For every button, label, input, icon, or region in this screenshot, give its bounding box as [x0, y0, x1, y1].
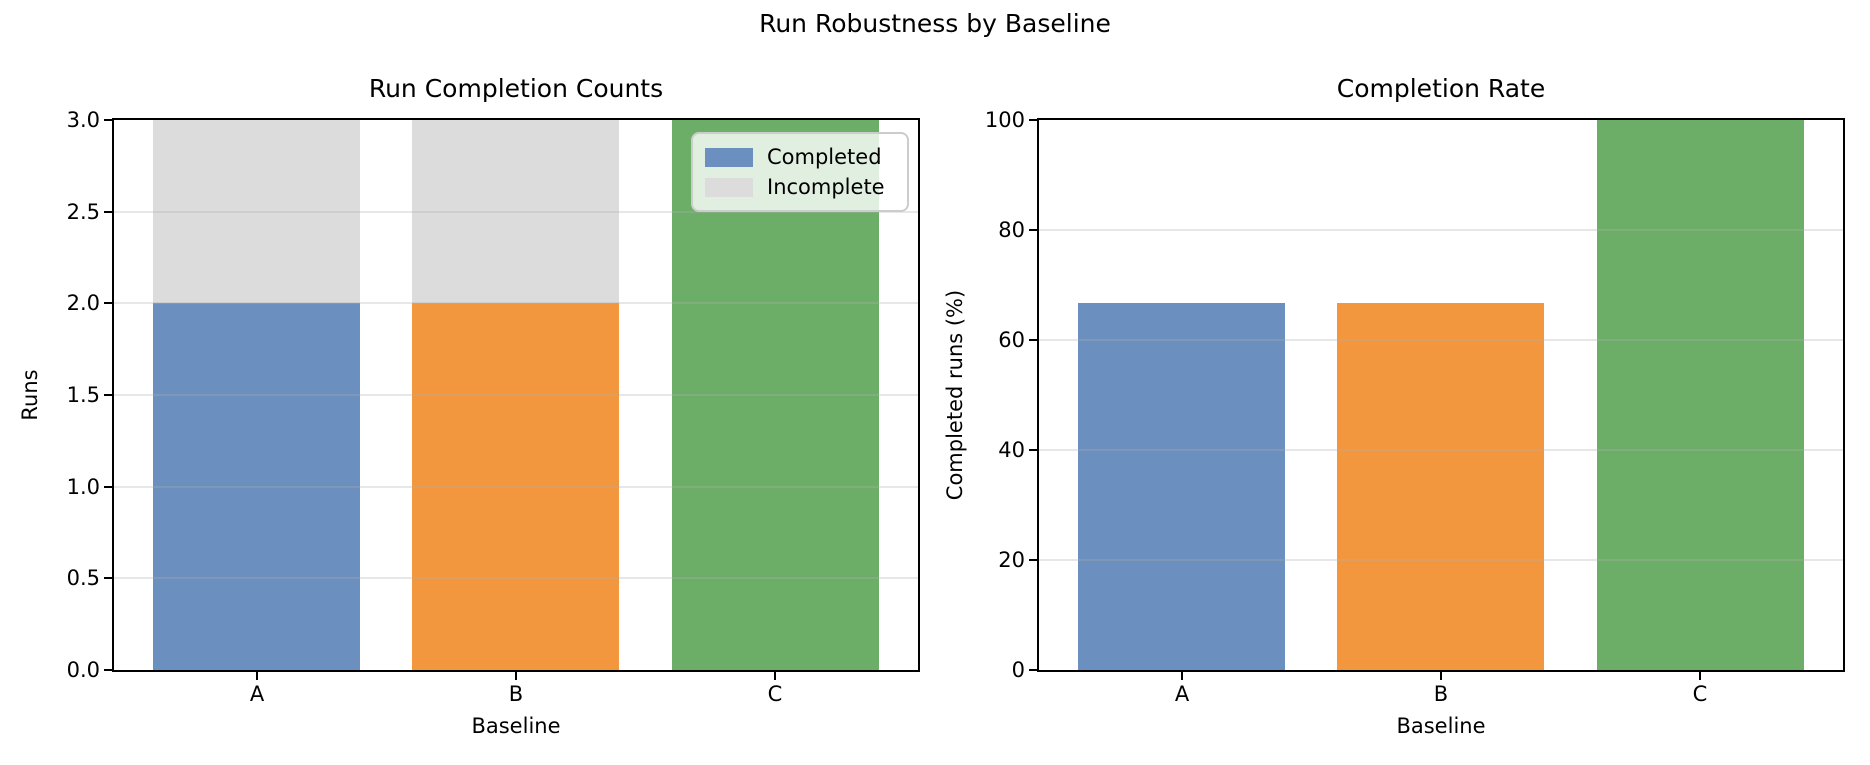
axes-run-completion-counts: Run Completion Counts Baseline Runs Comp… [18, 74, 920, 738]
xtick-label-b: B [1433, 682, 1449, 706]
ytick-label-40: 40 [998, 438, 1025, 462]
ytick-label-0.0: 0.0 [66, 658, 100, 682]
ytick-mark-0.5 [104, 577, 112, 579]
axes-completion-rate: Completion Rate Baseline Completed runs … [943, 74, 1845, 738]
bar-a [1078, 303, 1285, 670]
ytick-label-80: 80 [998, 218, 1025, 242]
gridline-y-60 [1039, 339, 1843, 341]
ytick-mark-100 [1029, 119, 1037, 121]
gridline-y-1 [114, 486, 918, 488]
ytick-label-3.0: 3.0 [66, 108, 100, 132]
ytick-mark-40 [1029, 449, 1037, 451]
bar-a-incomplete [153, 120, 360, 303]
xtick-label-c: C [1692, 682, 1708, 706]
ytick-mark-20 [1029, 559, 1037, 561]
ytick-mark-1.0 [104, 486, 112, 488]
xlabel-right: Baseline [1396, 714, 1486, 738]
bar-c [1597, 120, 1804, 670]
xtick-mark-a [256, 672, 258, 680]
bar-a-completed [153, 303, 360, 670]
axes-title-right: Completion Rate [1336, 74, 1546, 103]
ytick-mark-60 [1029, 339, 1037, 341]
xtick-mark-b [1440, 672, 1442, 680]
bar-b-completed [412, 303, 619, 670]
xlabel-left: Baseline [471, 714, 561, 738]
ytick-label-2.0: 2.0 [66, 291, 100, 315]
ytick-mark-0 [1029, 669, 1037, 671]
ytick-label-0: 0 [1011, 658, 1025, 682]
ytick-label-1.5: 1.5 [66, 383, 100, 407]
ytick-mark-3.0 [104, 119, 112, 121]
legend-label-completed: Completed [767, 145, 882, 169]
ylabel-left: Runs [18, 369, 42, 421]
plot-area-right [1039, 120, 1843, 670]
ytick-mark-2.0 [104, 302, 112, 304]
gridline-y-2 [114, 302, 918, 304]
xtick-label-b: B [508, 682, 524, 706]
legend-item-completed: Completed [705, 142, 907, 172]
ytick-label-100: 100 [984, 108, 1025, 132]
ytick-mark-1.5 [104, 394, 112, 396]
ytick-label-60: 60 [998, 328, 1025, 352]
xtick-mark-c [1699, 672, 1701, 680]
legend-item-incomplete: Incomplete [705, 172, 907, 202]
gridline-y-0.5 [114, 577, 918, 579]
gridline-y-1.5 [114, 394, 918, 396]
legend-patch-completed-swatch [705, 147, 753, 167]
ytick-mark-80 [1029, 229, 1037, 231]
figure-title: Run Robustness by Baseline [759, 9, 1111, 38]
legend-patch-incomplete-swatch [705, 177, 753, 197]
ytick-label-1.0: 1.0 [66, 475, 100, 499]
ytick-label-2.5: 2.5 [66, 200, 100, 224]
legend-label-incomplete: Incomplete [767, 175, 885, 199]
legend: Completed Incomplete [691, 132, 909, 212]
ytick-mark-0.0 [104, 669, 112, 671]
gridline-y-2.5 [114, 211, 918, 213]
bar-b-incomplete [412, 120, 619, 303]
ytick-mark-2.5 [104, 211, 112, 213]
bar-b [1337, 303, 1544, 670]
gridline-y-80 [1039, 229, 1843, 231]
xtick-label-a: A [1174, 682, 1190, 706]
gridline-y-20 [1039, 559, 1843, 561]
gridline-y-40 [1039, 449, 1843, 451]
xtick-mark-a [1181, 672, 1183, 680]
ytick-label-20: 20 [998, 548, 1025, 572]
ytick-label-0.5: 0.5 [66, 566, 100, 590]
axes-title-left: Run Completion Counts [368, 74, 664, 103]
xtick-label-c: C [767, 682, 783, 706]
ylabel-right: Completed runs (%) [943, 289, 967, 501]
xtick-mark-c [774, 672, 776, 680]
xtick-label-a: A [249, 682, 265, 706]
xtick-mark-b [515, 672, 517, 680]
